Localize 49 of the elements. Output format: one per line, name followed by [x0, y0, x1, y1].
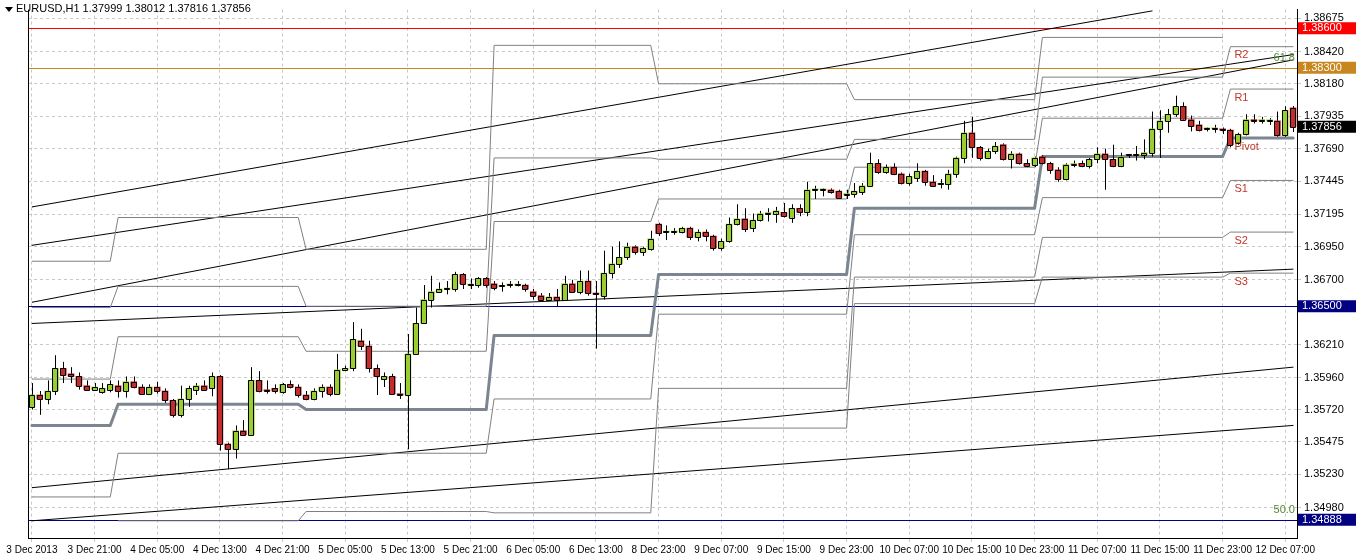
x-tick-label: 5 Dec 13:00: [380, 543, 436, 555]
y-tick-label: 1.36950: [1304, 239, 1344, 252]
series-label: Pivot: [1234, 139, 1259, 152]
y-tick-label: 1.35475: [1304, 435, 1344, 448]
x-tick-label: 4 Dec 05:00: [130, 543, 185, 555]
ref-line-label: 1.36500: [1302, 299, 1342, 312]
y-tick-label: 1.36700: [1304, 272, 1344, 285]
y-tick-label: 1.38420: [1304, 45, 1344, 58]
x-tick-label: 11 Dec 07:00: [1067, 543, 1128, 555]
annotation: 50.0: [1273, 503, 1295, 516]
series-label: S3: [1234, 274, 1248, 287]
x-tick-label: 4 Dec 21:00: [255, 543, 310, 555]
ref-line-label: 1.38600: [1302, 21, 1342, 34]
x-tick-label: 10 Dec 15:00: [942, 543, 1003, 555]
x-tick-label: 3 Dec 2013: [6, 543, 58, 555]
series-label: S1: [1234, 181, 1248, 194]
y-tick-label: 1.37445: [1304, 174, 1344, 187]
ref-line-label: 1.38300: [1302, 60, 1342, 73]
y-tick-label: 1.35720: [1304, 402, 1344, 415]
x-tick-label: 12 Dec 07:00: [1255, 543, 1316, 555]
ref-line-label: 1.34888: [1302, 512, 1342, 525]
series-label: R2: [1234, 48, 1249, 61]
text: 1.37856: [1302, 119, 1342, 132]
x-tick-label: 6 Dec 05:00: [506, 543, 561, 555]
x-tick-label: 9 Dec 15:00: [756, 543, 812, 555]
y-tick-label: 1.35230: [1304, 467, 1344, 480]
x-tick-label: 11 Dec 15:00: [1130, 543, 1190, 555]
y-tick-label: 1.35960: [1304, 370, 1344, 383]
y-tick-label: 1.37195: [1304, 207, 1344, 220]
y-tick-label: 1.34980: [1304, 500, 1344, 513]
y-tick-label: 1.37935: [1304, 109, 1344, 122]
series-label: R1: [1234, 90, 1249, 103]
x-tick-label: 10 Dec 07:00: [879, 543, 940, 555]
y-tick-label: 1.38675: [1304, 11, 1344, 24]
x-tick-label: 10 Dec 23:00: [1004, 543, 1065, 555]
series-label: S2: [1234, 233, 1248, 246]
x-tick-label: 11 Dec 23:00: [1193, 543, 1253, 555]
x-tick-label: 5 Dec 21:00: [443, 543, 498, 555]
x-tick-label: 6 Dec 13:00: [568, 543, 624, 555]
x-tick-label: 3 Dec 21:00: [67, 543, 122, 555]
y-tick-label: 1.36210: [1304, 337, 1344, 350]
x-tick-label: 9 Dec 23:00: [819, 543, 874, 555]
x-tick-label: 9 Dec 07:00: [694, 543, 749, 555]
y-tick-label: 1.37690: [1304, 141, 1344, 154]
y-tick-label: 1.38180: [1304, 76, 1344, 89]
x-tick-label: 8 Dec 23:00: [631, 543, 686, 555]
x-tick-label: 5 Dec 05:00: [318, 543, 373, 555]
chart-title: EURUSD,H1 1.37999 1.38012 1.37816 1.37856: [16, 2, 251, 14]
x-tick-label: 4 Dec 13:00: [192, 543, 248, 555]
